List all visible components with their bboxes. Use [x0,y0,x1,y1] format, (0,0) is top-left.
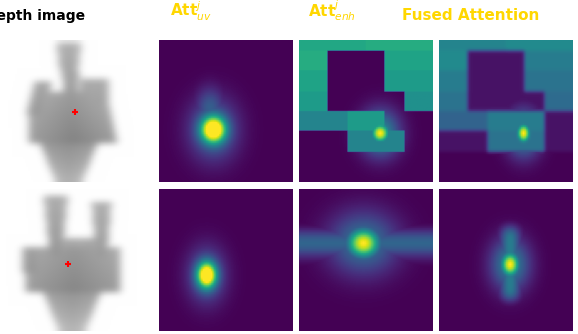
Text: Att$^j_{uv}$: Att$^j_{uv}$ [170,0,212,23]
Text: Fused Attention: Fused Attention [402,8,540,23]
Text: Depth image: Depth image [0,9,85,23]
Text: Att$^j_{enh}$: Att$^j_{enh}$ [309,0,356,23]
